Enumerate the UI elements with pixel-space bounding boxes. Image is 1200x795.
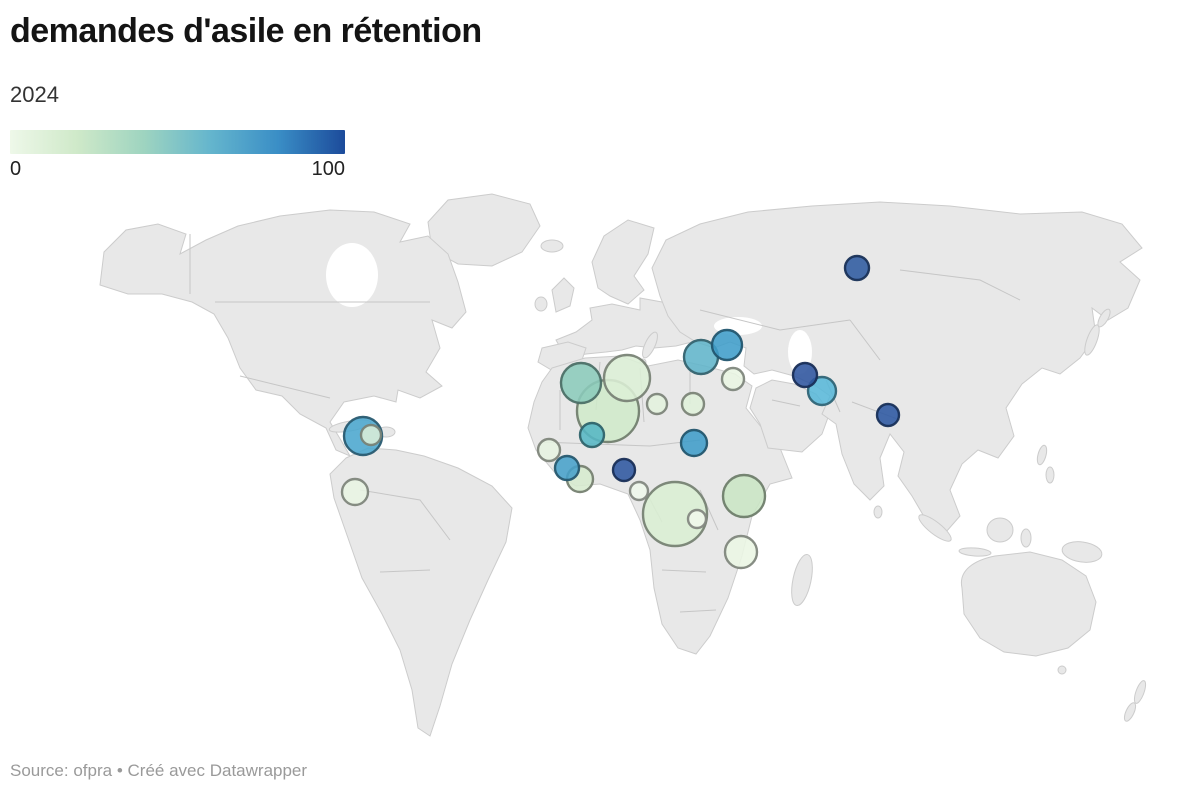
map-symbol-s08[interactable] <box>536 437 562 463</box>
map-symbols-layer <box>340 254 901 570</box>
island-japan-hokkaido <box>1097 308 1111 328</box>
created-with-label: Créé avec <box>127 761 205 780</box>
map-symbol-s22[interactable] <box>720 366 746 392</box>
island-philippines-mindanao <box>1045 466 1055 484</box>
map-symbol-s07[interactable] <box>578 421 606 449</box>
map-symbol-s25[interactable] <box>875 402 901 428</box>
map-symbol-s02[interactable] <box>359 423 383 447</box>
footer-attribution: Source: ofpra • Créé avec Datawrapper <box>10 761 307 781</box>
landmass-north-america <box>99 209 467 458</box>
island-new-guinea <box>1061 541 1103 563</box>
island-philippines-luzon <box>1036 444 1048 466</box>
landmass-asia <box>651 201 1143 533</box>
island-madagascar <box>791 553 813 607</box>
island-java <box>958 547 992 557</box>
island-great-britain <box>551 277 575 313</box>
color-gradient-bar <box>10 130 345 154</box>
island-borneo <box>986 517 1014 543</box>
source-label: Source: <box>10 761 69 780</box>
island-ireland <box>534 296 548 312</box>
map-symbol-s23[interactable] <box>791 361 819 389</box>
island-iceland <box>540 239 564 253</box>
map-symbol-s21[interactable] <box>710 328 744 362</box>
legend-min-label: 0 <box>10 158 22 180</box>
landmass-australia <box>960 551 1097 657</box>
island-tasmania <box>1057 665 1067 675</box>
island-sri-lanka <box>873 505 883 519</box>
map-symbol-s13[interactable] <box>645 392 669 416</box>
map-symbol-s18[interactable] <box>721 473 767 519</box>
legend-max-label: 100 <box>311 158 345 180</box>
landmass-scandinavia <box>591 219 655 305</box>
map-symbol-s24[interactable] <box>806 375 838 407</box>
map-symbol-s14[interactable] <box>680 391 706 417</box>
island-sulawesi <box>1020 528 1032 548</box>
map-symbol-s16[interactable] <box>641 480 709 548</box>
world-map-svg <box>99 193 1147 737</box>
island-new-zealand-north <box>1133 680 1147 704</box>
island-sumatra <box>918 514 952 542</box>
map-symbol-s12[interactable] <box>628 480 650 502</box>
map-symbol-s11[interactable] <box>611 457 637 483</box>
landmass-south-america <box>329 447 513 737</box>
world-map <box>0 190 1200 755</box>
source-link[interactable]: ofpra <box>73 761 113 780</box>
hudson-bay <box>326 243 378 307</box>
island-italy <box>642 331 658 359</box>
island-new-zealand-south <box>1123 702 1137 722</box>
color-legend: 0 100 <box>10 130 345 181</box>
page-title: demandes d'asile en rétention <box>10 12 482 50</box>
map-symbol-s05[interactable] <box>602 353 652 403</box>
map-symbol-s03[interactable] <box>340 477 370 507</box>
legend-labels: 0 100 <box>10 158 345 181</box>
map-symbol-s04[interactable] <box>559 361 603 405</box>
map-symbol-s17[interactable] <box>686 508 708 530</box>
map-symbol-s26[interactable] <box>843 254 871 282</box>
map-symbol-s15[interactable] <box>679 428 709 458</box>
datawrapper-link[interactable]: Datawrapper <box>209 761 308 780</box>
landmass-greenland <box>427 193 541 267</box>
chart-subtitle-year: 2024 <box>10 82 59 107</box>
footer-separator: • <box>116 761 123 780</box>
map-symbol-s09[interactable] <box>553 454 581 482</box>
map-symbol-s19[interactable] <box>723 534 759 570</box>
